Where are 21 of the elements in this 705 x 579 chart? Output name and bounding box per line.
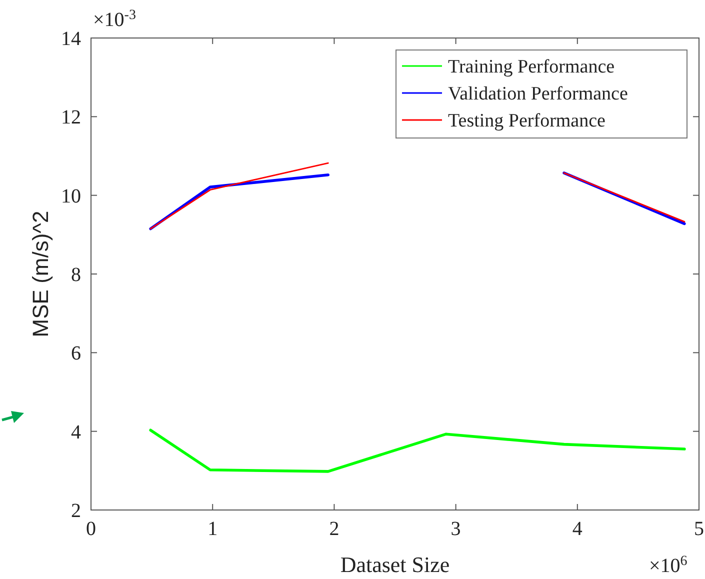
y-tick-label: 14 bbox=[61, 28, 81, 50]
y-tick-label: 2 bbox=[71, 500, 81, 522]
y-tick-label: 8 bbox=[71, 264, 81, 286]
x-tick-label: 1 bbox=[208, 518, 218, 540]
x-tick-label: 0 bbox=[86, 518, 96, 540]
x-tick-label: 3 bbox=[450, 518, 461, 540]
y-tick-label: 12 bbox=[61, 106, 81, 129]
legend-label: Training Performance bbox=[448, 56, 615, 78]
legend-label: Testing Performance bbox=[448, 110, 606, 132]
text: ×10$^{-3}$ bbox=[93, 8, 136, 31]
y-axis-title: MSE (m/s)^2 bbox=[28, 210, 53, 338]
y-tick-label: 4 bbox=[71, 421, 81, 444]
x-axis-title: Dataset Size bbox=[340, 552, 450, 577]
x-tick-label: 4 bbox=[572, 518, 582, 540]
y-tick-label: 10 bbox=[61, 185, 81, 208]
line-series bbox=[149, 428, 686, 473]
x-tick-label: 5 bbox=[694, 518, 704, 540]
legend-label: Validation Performance bbox=[448, 84, 628, 105]
x-tick-label: 2 bbox=[329, 518, 340, 540]
text: ×10$^{6}$ bbox=[649, 554, 688, 577]
y-tick-label: 6 bbox=[71, 342, 81, 365]
